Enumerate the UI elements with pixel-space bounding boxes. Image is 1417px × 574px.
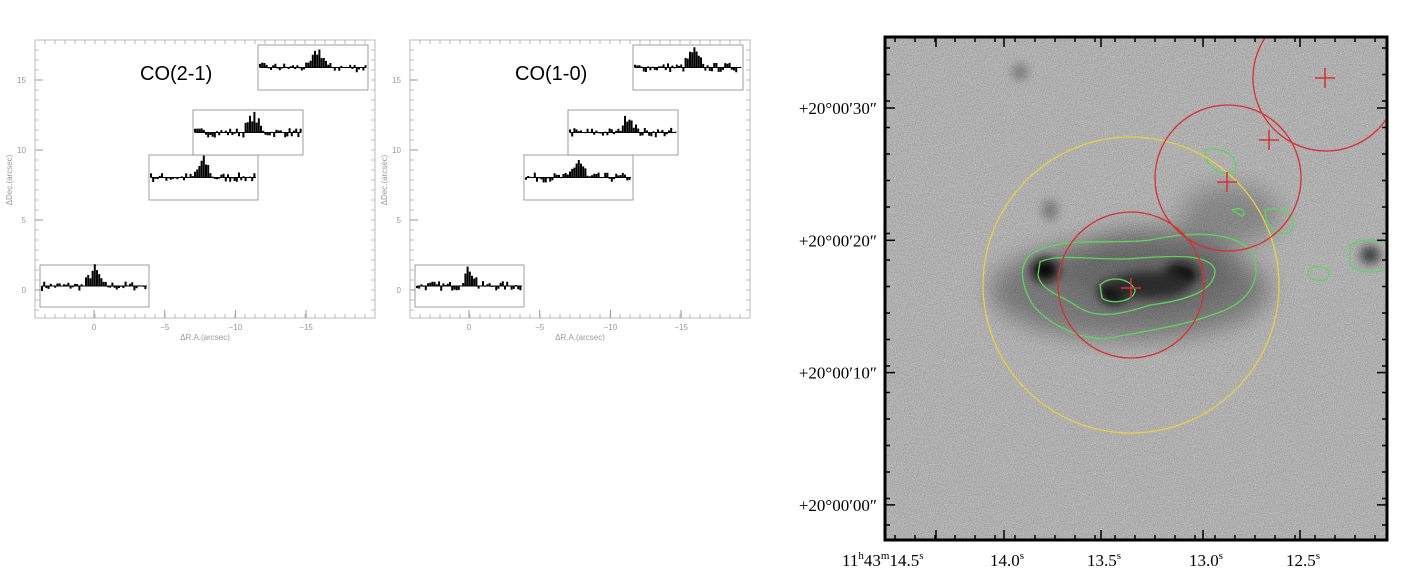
y-tick-label: 5 <box>397 216 402 225</box>
y-tick-label: +20°00′30″ <box>799 99 877 118</box>
x-tick-part: 11 <box>842 551 858 570</box>
y-tick-label: +20°00′20″ <box>799 231 877 250</box>
y-tick-label: +20°00′00″ <box>799 496 877 515</box>
x-tick-part: s <box>1020 550 1024 562</box>
y-tick-label: 15 <box>392 76 401 85</box>
x-tick-label: 14.0s <box>990 550 1024 570</box>
x-axis-label: ΔR.A.(arcsec) <box>555 333 605 342</box>
x-tick-part: 12.5 <box>1286 551 1316 570</box>
x-tick-label: 11h43m14.5s <box>842 550 923 570</box>
x-tick-part: 13.0 <box>1189 551 1219 570</box>
y-tick-label: 0 <box>22 286 27 295</box>
spectra-panel: 0 −5 −10 −15 0 5 10 15 ΔR.A.(arcsec) ΔDec.(arcsec… <box>5 39 376 342</box>
panel-title: CO(1-0) <box>515 63 587 85</box>
x-tick-label: 13.5s <box>1087 550 1121 570</box>
panel-title: CO(2-1) <box>140 63 212 85</box>
x-tick-part: 14.0 <box>990 551 1020 570</box>
y-tick-label: 10 <box>17 146 26 155</box>
spectrum <box>634 47 742 73</box>
x-tick-part: s <box>1316 550 1320 562</box>
x-tick-part: 43 <box>864 551 881 570</box>
x-tick-label: 0 <box>467 323 472 332</box>
y-tick-label: +20°00′10″ <box>799 364 877 383</box>
x-tick-part: 13.5 <box>1087 551 1117 570</box>
spectra-panel: 0 −5 −10 −15 0 5 10 15 ΔR.A.(arcsec) ΔDec.(arcsec… <box>380 39 751 342</box>
sky-image <box>885 37 1387 540</box>
x-tick-part: 14.5 <box>889 551 919 570</box>
y-tick-label: 0 <box>397 286 402 295</box>
x-axis-label: ΔR.A.(arcsec) <box>180 333 230 342</box>
x-tick-part: s <box>1117 550 1121 562</box>
x-tick-part: m <box>881 550 890 562</box>
x-tick-part: h <box>858 550 864 562</box>
x-tick-label: −15 <box>299 323 313 332</box>
image-frame <box>883 35 1389 542</box>
y-axis-label: ΔDec.(arcsec) <box>380 154 389 205</box>
y-tick-label: 5 <box>22 216 27 225</box>
x-tick-part: s <box>919 550 923 562</box>
x-tick-label: 12.5s <box>1286 550 1320 570</box>
x-tick-label: −5 <box>160 323 170 332</box>
x-tick-label: −15 <box>674 323 688 332</box>
x-tick-label: −10 <box>604 323 618 332</box>
x-tick-label: −5 <box>535 323 545 332</box>
x-tick-label: −10 <box>229 323 243 332</box>
x-tick-part: s <box>1219 550 1223 562</box>
x-tick-label: 0 <box>92 323 97 332</box>
x-tick-label: 13.0s <box>1189 550 1223 570</box>
y-tick-label: 15 <box>17 76 26 85</box>
y-axis-label: ΔDec.(arcsec) <box>5 154 14 205</box>
y-tick-label: 10 <box>392 146 401 155</box>
